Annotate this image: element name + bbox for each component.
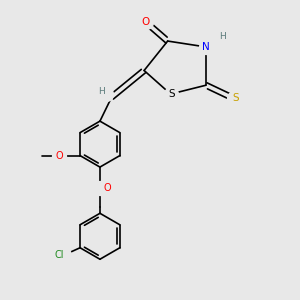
Text: O: O [103, 183, 111, 193]
Text: S: S [232, 94, 239, 103]
Text: H: H [219, 32, 226, 41]
Text: O: O [56, 151, 63, 160]
Text: N: N [202, 42, 210, 52]
Text: H: H [98, 87, 105, 96]
Text: S: S [169, 89, 175, 99]
Text: Cl: Cl [55, 250, 64, 260]
Text: O: O [142, 17, 150, 27]
